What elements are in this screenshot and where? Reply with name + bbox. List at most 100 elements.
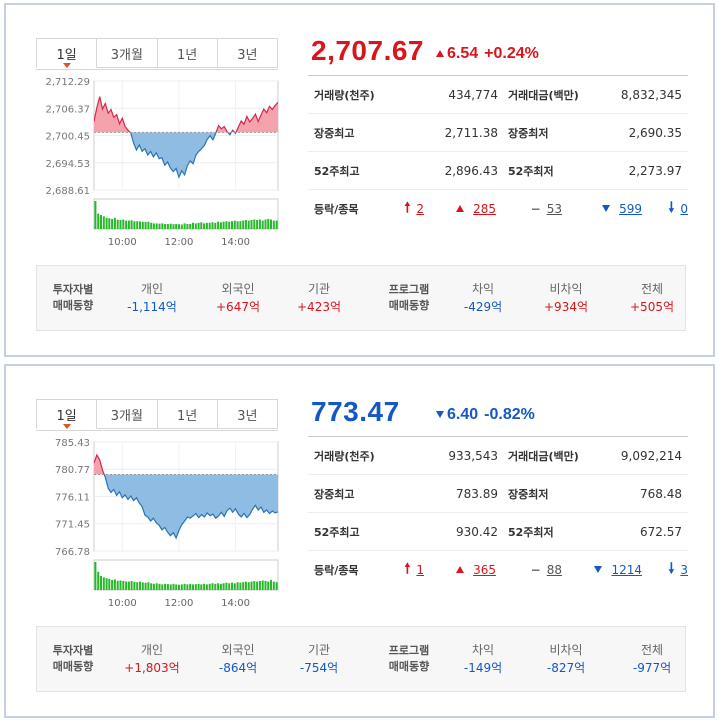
stats-table: 거래량(천주) 434,774 거래대금(백만) 8,832,345 장중최고 …: [308, 75, 688, 228]
volume-bar: [136, 221, 139, 229]
stats-row: 거래량(천주) 434,774 거래대금(백만) 8,832,345: [308, 76, 688, 114]
volume-bar: [211, 583, 214, 590]
tab-1year[interactable]: 1년: [157, 38, 218, 68]
volume-bar: [172, 224, 175, 229]
price-line-down: [129, 132, 237, 179]
y-tick-label: 776.11: [55, 492, 90, 503]
volume-bar: [172, 583, 175, 590]
amount-value: 9,092,214: [620, 448, 682, 463]
volume-bar: [144, 582, 147, 590]
volume-bar: [194, 584, 197, 590]
volume-bar: [214, 222, 217, 229]
high52-value: 2,896.43: [444, 163, 498, 178]
rise-link[interactable]: 285: [424, 202, 496, 216]
price-line-up: [94, 96, 278, 133]
index-price: 773.47: [311, 396, 400, 427]
volume-bar: [122, 219, 125, 229]
volume-bar: [261, 220, 264, 229]
program-group: 프로그램 매매동향 차익 -149억 비차익 -827억 전체 -977억: [373, 627, 693, 691]
tab-1day[interactable]: 1일: [36, 38, 98, 68]
volume-bar: [119, 220, 122, 229]
volume-bar: [155, 223, 158, 229]
investor-item: 외국인 +647억: [216, 282, 260, 314]
volume-bar: [125, 581, 128, 590]
investor-group: 투자자별 매매동향 개인 -1,114억 외국인 +647억 기관 +423억: [37, 266, 357, 330]
investor-item: 개인 +1,803억: [124, 643, 180, 675]
volume-bar: [161, 584, 164, 590]
volume-bar: [169, 584, 172, 590]
investor-item: 기관 -754억: [299, 643, 339, 675]
volume-bar: [192, 584, 194, 590]
program-item: 전체 -977억: [632, 643, 672, 675]
volume-bar: [150, 222, 153, 229]
tab-3years[interactable]: 3년: [217, 38, 278, 68]
volume-value: 933,543: [448, 448, 498, 463]
volume-bar: [130, 581, 133, 590]
volume-bar: [244, 581, 247, 590]
updown-label: 등락/종목: [314, 203, 359, 216]
upper-limit-link[interactable]: 🠕 2: [372, 197, 424, 221]
rise-link[interactable]: 365: [424, 563, 496, 577]
low52-value: 2,273.97: [628, 163, 682, 178]
investor-head: 투자자별 매매동향: [52, 283, 94, 312]
dash-icon: −: [530, 563, 541, 577]
stats-row: 장중최고 783.89 장중최저 768.48: [308, 475, 688, 513]
updown-counts: 🠕 2 285 −53 599 🠗 0: [372, 190, 688, 228]
volume-bar: [233, 583, 236, 590]
upper-limit-link[interactable]: 🠕 1: [372, 558, 424, 582]
stats-row: 거래량(천주) 933,543 거래대금(백만) 9,092,214: [308, 437, 688, 475]
volume-bar: [178, 224, 180, 229]
triangle-up-icon: [456, 565, 465, 573]
volume-bar: [208, 583, 211, 590]
y-tick-label: 2,706.37: [45, 104, 90, 115]
program-group: 프로그램 매매동향 차익 -429억 비차익 +934억 전체 +505억: [373, 266, 693, 330]
fall-link[interactable]: 599: [562, 202, 642, 216]
volume-bar: [272, 220, 275, 229]
tab-3months[interactable]: 3개월: [97, 399, 158, 429]
investor-item: 기관 +423억: [297, 282, 341, 314]
flat-link[interactable]: −88: [530, 563, 562, 577]
volume-label: 거래량(천주): [314, 449, 375, 463]
volume-bar: [108, 218, 111, 229]
volume-bar: [105, 578, 108, 590]
volume-bar: [125, 220, 128, 229]
stats-row: 장중최고 2,711.38 장중최저 2,690.35: [308, 114, 688, 152]
arrow-down-limit-icon: 🠗: [668, 200, 675, 216]
area-above-baseline: [94, 96, 278, 133]
stats-row: 52주최고 930.42 52주최저 672.57: [308, 513, 688, 551]
volume-bar: [225, 582, 228, 590]
x-tick-label: 14:00: [221, 237, 250, 248]
volume-bar: [256, 581, 259, 590]
amount-label: 거래대금(백만): [508, 449, 579, 463]
volume-bar: [203, 583, 206, 590]
trading-flow-box: 투자자별 매매동향 개인 +1,803억 외국인 -864억 기관 -754억 프로그램…: [36, 626, 686, 692]
dash-icon: −: [530, 202, 541, 216]
lower-limit-link[interactable]: 🠗 3: [642, 558, 688, 582]
index-panel: 1일 3개월 1년 3년 2,712.29 2,706.37 2,700.45 2,6…: [4, 3, 715, 357]
tab-1day[interactable]: 1일: [36, 399, 98, 429]
volume-bar: [161, 223, 164, 229]
volume-bar: [113, 217, 116, 229]
volume-bar: [270, 219, 272, 229]
y-tick-label: 780.77: [55, 465, 90, 476]
direction-icon: [436, 50, 444, 57]
arrow-up-limit-icon: 🠕: [404, 200, 411, 216]
volume-bar: [136, 582, 139, 590]
index-change: 6.54 +0.24%: [436, 45, 539, 63]
program-head: 프로그램 매매동향: [388, 644, 430, 673]
flat-link[interactable]: −53: [530, 202, 562, 216]
triangle-up-icon: [456, 204, 465, 212]
volume-bar: [192, 222, 194, 229]
volume-bar: [197, 583, 200, 590]
volume-bar: [225, 221, 228, 229]
updown-label: 등락/종목: [314, 564, 359, 577]
tab-3years[interactable]: 3년: [217, 399, 278, 429]
amount-value: 8,832,345: [620, 87, 682, 102]
lower-limit-link[interactable]: 🠗 0: [642, 197, 688, 221]
tab-3months[interactable]: 3개월: [97, 38, 158, 68]
low52-label: 52주최저: [508, 164, 554, 178]
fall-link[interactable]: 1214: [562, 563, 642, 577]
volume-bar: [186, 224, 189, 229]
tab-1year[interactable]: 1년: [157, 399, 218, 429]
low-label: 장중최저: [508, 126, 549, 140]
